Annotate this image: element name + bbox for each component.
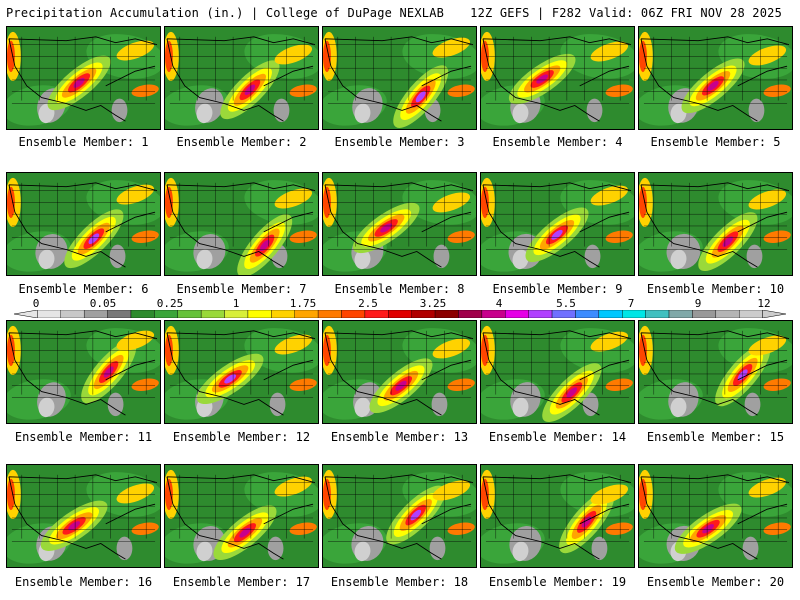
ensemble-member-map-1 bbox=[6, 26, 161, 130]
colorbar-bin bbox=[434, 310, 459, 318]
colorbar-bin bbox=[551, 310, 576, 318]
ensemble-member-label: Ensemble Member: 12 bbox=[172, 430, 311, 444]
ensemble-member-map-6 bbox=[6, 172, 161, 276]
ensemble-member-label: Ensemble Member: 8 bbox=[334, 282, 465, 296]
ensemble-member-map-20 bbox=[638, 464, 793, 568]
ensemble-member-label: Ensemble Member: 5 bbox=[650, 135, 781, 149]
colorbar-right-arrow bbox=[762, 310, 786, 318]
colorbar-bin bbox=[505, 310, 529, 318]
colorbar-tick-label: 0 bbox=[32, 297, 40, 310]
ensemble-member-map-12 bbox=[164, 320, 319, 424]
colorbar-tick-label: 3.25 bbox=[419, 297, 447, 310]
colorbar-bin bbox=[271, 310, 295, 318]
ensemble-member-map-11 bbox=[6, 320, 161, 424]
ensemble-member-label: Ensemble Member: 6 bbox=[18, 282, 149, 296]
ensemble-member-label: Ensemble Member: 2 bbox=[176, 135, 307, 149]
ensemble-member-map-3 bbox=[322, 26, 477, 130]
ensemble-member-label: Ensemble Member: 15 bbox=[646, 430, 785, 444]
ensemble-member-map-17 bbox=[164, 464, 319, 568]
colorbar-bin bbox=[411, 310, 436, 318]
ensemble-member-label: Ensemble Member: 9 bbox=[492, 282, 623, 296]
ensemble-member-map-19 bbox=[480, 464, 635, 568]
colorbar-tick-label: 1 bbox=[232, 297, 240, 310]
colorbar-bin bbox=[458, 310, 483, 318]
colorbar-bin bbox=[388, 310, 412, 318]
ensemble-member-map-5 bbox=[638, 26, 793, 130]
colorbar-bin bbox=[715, 310, 740, 318]
colorbar-bin bbox=[668, 310, 693, 318]
ensemble-member-map-14 bbox=[480, 320, 635, 424]
ensemble-member-map-15 bbox=[638, 320, 793, 424]
colorbar-bin bbox=[622, 310, 646, 318]
colorbar-bin bbox=[645, 310, 670, 318]
colorbar-bin bbox=[83, 310, 108, 318]
ensemble-member-label: Ensemble Member: 3 bbox=[334, 135, 465, 149]
ensemble-member-map-13 bbox=[322, 320, 477, 424]
model-run-info: 12Z GEFS | F282 Valid: 06Z FRI NOV 28 20… bbox=[470, 6, 782, 20]
ensemble-member-map-4 bbox=[480, 26, 635, 130]
ensemble-member-map-18 bbox=[322, 464, 477, 568]
colorbar-bin bbox=[200, 310, 225, 318]
ensemble-member-label: Ensemble Member: 10 bbox=[646, 282, 785, 296]
ensemble-member-map-7 bbox=[164, 172, 319, 276]
colorbar-bin bbox=[364, 310, 389, 318]
ensemble-member-label: Ensemble Member: 7 bbox=[176, 282, 307, 296]
colorbar-left-arrow bbox=[14, 310, 38, 318]
colorbar-bin bbox=[130, 310, 155, 318]
colorbar-tick-label: 0.05 bbox=[89, 297, 117, 310]
ensemble-member-map-8 bbox=[322, 172, 477, 276]
colorbar-bin bbox=[224, 310, 249, 318]
ensemble-member-label: Ensemble Member: 17 bbox=[172, 575, 311, 589]
colorbar-tick-label: 0.25 bbox=[156, 297, 184, 310]
colorbar-bin bbox=[154, 310, 178, 318]
colorbar-bin bbox=[177, 310, 202, 318]
colorbar-bin bbox=[528, 310, 553, 318]
colorbar-bin bbox=[107, 310, 132, 318]
precipitation-colorbar bbox=[14, 310, 786, 318]
colorbar-bin bbox=[37, 310, 61, 318]
colorbar-bin bbox=[739, 310, 763, 318]
ensemble-member-label: Ensemble Member: 11 bbox=[14, 430, 153, 444]
ensemble-member-map-10 bbox=[638, 172, 793, 276]
colorbar-tick-label: 7 bbox=[627, 297, 635, 310]
colorbar-bin bbox=[317, 310, 342, 318]
colorbar-bin bbox=[481, 310, 506, 318]
ensemble-member-label: Ensemble Member: 14 bbox=[488, 430, 627, 444]
colorbar-bin bbox=[294, 310, 319, 318]
colorbar-tick-label: 4 bbox=[495, 297, 503, 310]
colorbar-bin bbox=[575, 310, 600, 318]
ensemble-member-label: Ensemble Member: 13 bbox=[330, 430, 469, 444]
ensemble-member-map-2 bbox=[164, 26, 319, 130]
ensemble-member-map-9 bbox=[480, 172, 635, 276]
colorbar-bin bbox=[341, 310, 366, 318]
ensemble-member-label: Ensemble Member: 20 bbox=[646, 575, 785, 589]
ensemble-member-label: Ensemble Member: 18 bbox=[330, 575, 469, 589]
colorbar-tick-label: 9 bbox=[694, 297, 702, 310]
colorbar-tick-label: 2.5 bbox=[358, 297, 378, 310]
colorbar-bin bbox=[247, 310, 272, 318]
colorbar-tick-label: 12 bbox=[757, 297, 771, 310]
colorbar-tick-label: 5.5 bbox=[556, 297, 576, 310]
colorbar-tick-label: 1.75 bbox=[289, 297, 317, 310]
colorbar-bin bbox=[60, 310, 85, 318]
map-title: Precipitation Accumulation (in.) | Colle… bbox=[6, 6, 445, 20]
ensemble-member-label: Ensemble Member: 16 bbox=[14, 575, 153, 589]
ensemble-member-label: Ensemble Member: 19 bbox=[488, 575, 627, 589]
ensemble-member-label: Ensemble Member: 1 bbox=[18, 135, 149, 149]
colorbar-bin bbox=[598, 310, 623, 318]
ensemble-member-label: Ensemble Member: 4 bbox=[492, 135, 623, 149]
ensemble-member-map-16 bbox=[6, 464, 161, 568]
colorbar-bin bbox=[692, 310, 717, 318]
